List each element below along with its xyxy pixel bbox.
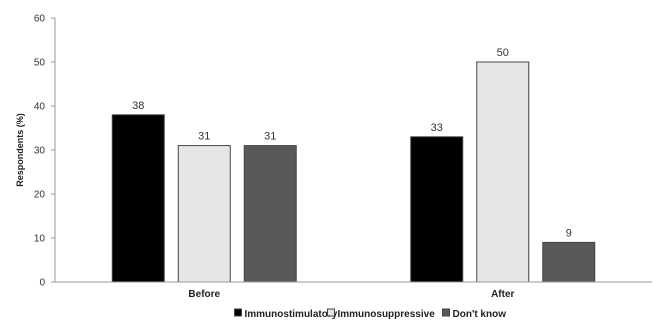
y-tick-label: 0 xyxy=(39,278,45,289)
y-axis-label: Respondents (%) xyxy=(15,113,25,187)
category-label-before: Before xyxy=(188,289,220,300)
legend-swatch xyxy=(327,308,335,317)
bars-group xyxy=(111,61,596,283)
category-labels-group: Before After xyxy=(188,289,514,300)
legend-swatch xyxy=(442,308,450,317)
y-tick-label: 30 xyxy=(34,146,46,157)
bar-after-immunosuppressive xyxy=(476,61,530,283)
bar-after-don-t-know xyxy=(542,241,596,283)
y-axis-label-group: Respondents (%) xyxy=(15,113,25,187)
y-tick-label: 50 xyxy=(34,58,46,69)
data-label: 38 xyxy=(132,100,144,112)
data-label: 31 xyxy=(198,131,210,143)
data-label: 9 xyxy=(566,227,572,239)
y-tick-label: 20 xyxy=(34,190,46,201)
legend-label: Don't know xyxy=(453,309,507,320)
bar-after-immunostimulatory xyxy=(410,136,464,283)
legend-swatch xyxy=(234,308,242,317)
bar-before-immunosuppressive xyxy=(177,145,231,283)
bar-before-don-t-know xyxy=(243,145,297,283)
y-tick-label: 60 xyxy=(34,14,46,25)
legend: Immunostimulatory Immunosuppressive Don't … xyxy=(234,308,507,320)
y-tick-label: 40 xyxy=(34,102,46,113)
category-label-after: After xyxy=(491,289,514,300)
y-axis-ticks: 0 10 20 30 40 50 60 xyxy=(34,14,55,289)
legend-label: Immunosuppressive xyxy=(338,309,436,320)
bar-before-immunostimulatory xyxy=(111,114,165,283)
data-label: 33 xyxy=(431,122,443,134)
data-label: 50 xyxy=(497,47,509,59)
y-tick-label: 10 xyxy=(34,234,46,245)
legend-label: Immunostimulatory xyxy=(245,309,338,320)
data-labels-group: 38 31 31 33 50 9 xyxy=(132,47,572,239)
data-label: 31 xyxy=(264,131,276,143)
